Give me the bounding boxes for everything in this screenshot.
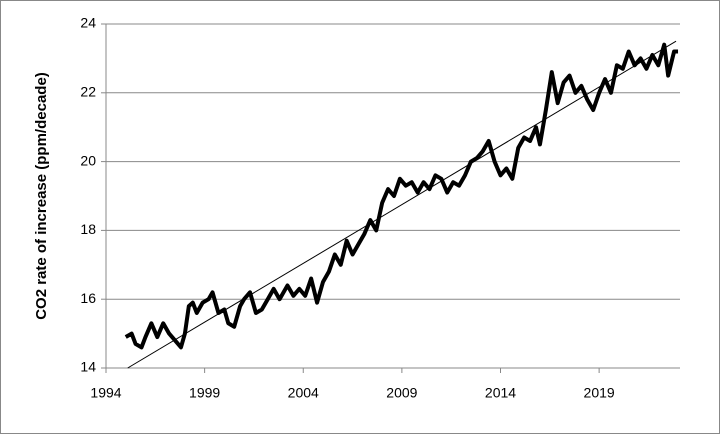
- data-line: [124, 42, 679, 350]
- x-tick-label: 2004: [288, 385, 319, 401]
- x-tick-label: 1994: [90, 385, 121, 401]
- y-tick-label: 24: [80, 15, 96, 31]
- y-axis-label: CO2 rate of increase (ppm/decade): [33, 72, 50, 320]
- x-tick-label: 2009: [386, 385, 417, 401]
- y-tick-label: 14: [80, 359, 96, 375]
- x-tick-label: 2014: [485, 385, 516, 401]
- y-tick-label: 18: [80, 221, 96, 237]
- y-tick-label: 16: [80, 290, 96, 306]
- x-tick-label: 1999: [189, 385, 220, 401]
- y-tick-label: 20: [80, 152, 96, 168]
- data-line: [127, 40, 677, 369]
- y-tick-label: 22: [80, 84, 96, 100]
- x-tick-label: 2019: [584, 385, 615, 401]
